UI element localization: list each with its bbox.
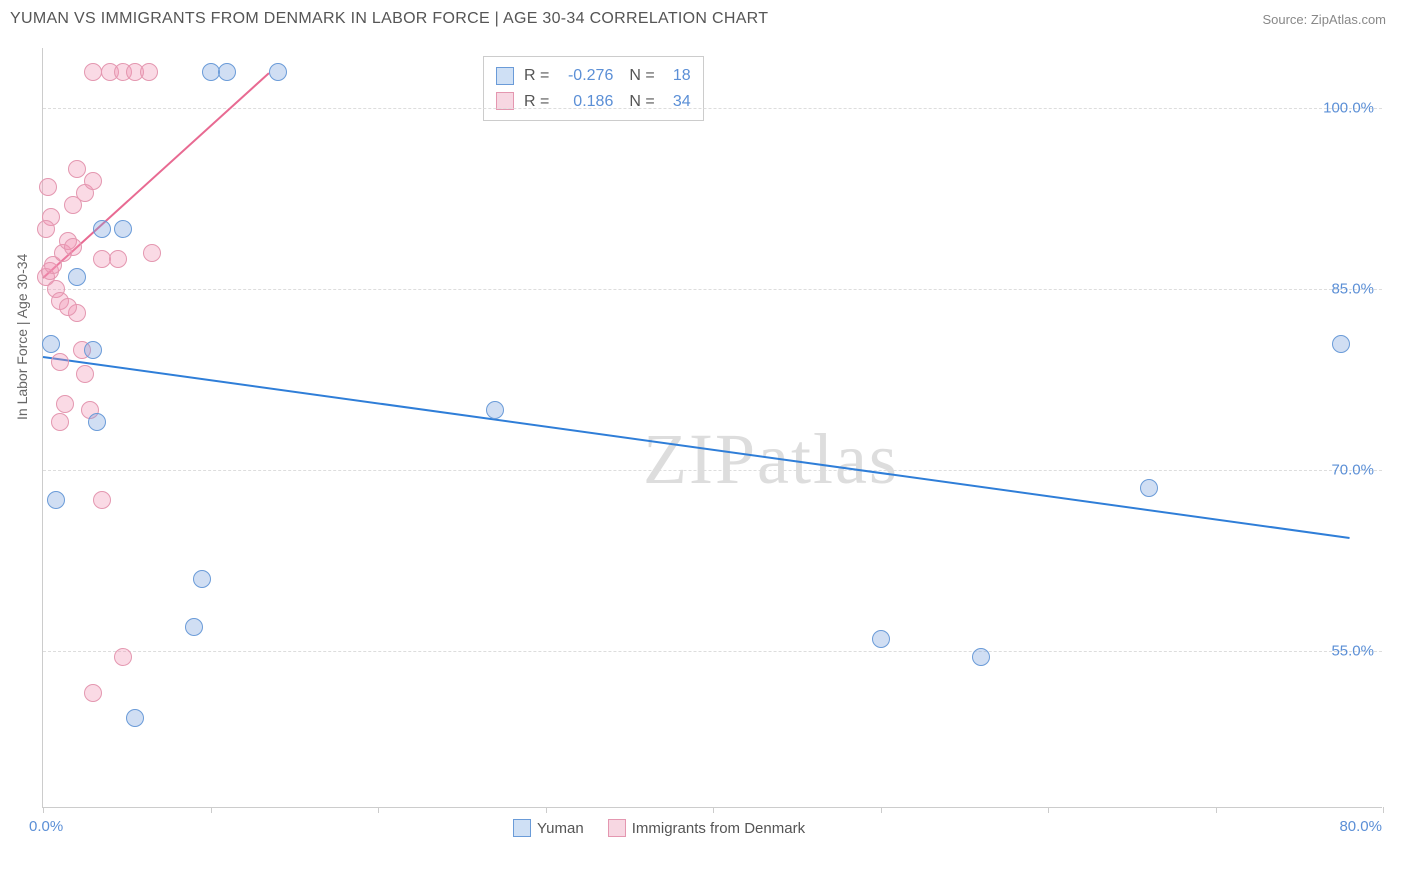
x-tick <box>1383 807 1384 813</box>
data-point <box>114 648 132 666</box>
data-point <box>51 413 69 431</box>
x-tick <box>546 807 547 813</box>
x-tick <box>43 807 44 813</box>
data-point <box>56 395 74 413</box>
data-point <box>126 709 144 727</box>
x-tick <box>1216 807 1217 813</box>
x-tick <box>211 807 212 813</box>
r-value-2: 0.186 <box>555 89 613 115</box>
data-point <box>59 298 77 316</box>
x-tick <box>378 807 379 813</box>
data-point <box>972 648 990 666</box>
chart-header: YUMAN VS IMMIGRANTS FROM DENMARK IN LABO… <box>0 0 1406 36</box>
data-point <box>47 491 65 509</box>
stats-row-1: R = -0.276 N = 18 <box>496 63 691 89</box>
watermark: ZIPatlas <box>643 418 899 501</box>
data-point <box>114 220 132 238</box>
stats-legend: R = -0.276 N = 18 R = 0.186 N = 34 <box>483 56 704 121</box>
gridline <box>43 470 1382 471</box>
data-point <box>64 238 82 256</box>
data-point <box>93 491 111 509</box>
data-point <box>84 684 102 702</box>
chart-plot-area: ZIPatlas R = -0.276 N = 18 R = 0.186 N =… <box>42 48 1382 808</box>
legend-label-1: Yuman <box>537 820 584 837</box>
data-point <box>39 178 57 196</box>
data-point <box>109 250 127 268</box>
x-tick <box>881 807 882 813</box>
data-point <box>76 365 94 383</box>
x-tick <box>1048 807 1049 813</box>
chart-source: Source: ZipAtlas.com <box>1262 12 1386 27</box>
legend-label-2: Immigrants from Denmark <box>632 820 805 837</box>
n-label-1: N = <box>629 63 654 89</box>
data-point <box>872 630 890 648</box>
data-point <box>84 341 102 359</box>
n-label-2: N = <box>629 89 654 115</box>
data-point <box>193 570 211 588</box>
data-point <box>42 335 60 353</box>
n-value-1: 18 <box>661 63 691 89</box>
legend-swatch-2 <box>608 819 626 837</box>
data-point <box>1140 479 1158 497</box>
data-point <box>93 250 111 268</box>
data-point <box>88 413 106 431</box>
legend-swatch-1 <box>513 819 531 837</box>
r-label-1: R = <box>524 63 549 89</box>
data-point <box>269 63 287 81</box>
data-point <box>51 353 69 371</box>
r-label-2: R = <box>524 89 549 115</box>
gridline <box>43 289 1382 290</box>
trend-line <box>43 356 1350 539</box>
stats-row-2: R = 0.186 N = 34 <box>496 89 691 115</box>
data-point <box>486 401 504 419</box>
data-point <box>68 160 86 178</box>
data-point <box>143 244 161 262</box>
y-tick-label: 70.0% <box>1331 462 1374 479</box>
data-point <box>218 63 236 81</box>
data-point <box>185 618 203 636</box>
data-point <box>93 220 111 238</box>
legend-item-2: Immigrants from Denmark <box>608 819 805 837</box>
bottom-legend: Yuman Immigrants from Denmark <box>513 819 805 837</box>
chart-title: YUMAN VS IMMIGRANTS FROM DENMARK IN LABO… <box>10 10 768 28</box>
data-point <box>140 63 158 81</box>
data-point <box>37 220 55 238</box>
y-tick-label: 100.0% <box>1323 100 1374 117</box>
x-tick <box>713 807 714 813</box>
data-point <box>202 63 220 81</box>
data-point <box>68 268 86 286</box>
n-value-2: 34 <box>661 89 691 115</box>
data-point <box>1332 335 1350 353</box>
gridline <box>43 108 1382 109</box>
legend-item-1: Yuman <box>513 819 584 837</box>
x-start-label: 0.0% <box>29 818 63 835</box>
swatch-series-1 <box>496 67 514 85</box>
y-tick-label: 55.0% <box>1331 643 1374 660</box>
x-end-label: 80.0% <box>1339 818 1382 835</box>
y-axis-label: In Labor Force | Age 30-34 <box>14 254 30 420</box>
data-point <box>84 172 102 190</box>
data-point <box>84 63 102 81</box>
r-value-1: -0.276 <box>555 63 613 89</box>
gridline <box>43 651 1382 652</box>
y-tick-label: 85.0% <box>1331 281 1374 298</box>
watermark-zip: ZIP <box>643 419 757 499</box>
